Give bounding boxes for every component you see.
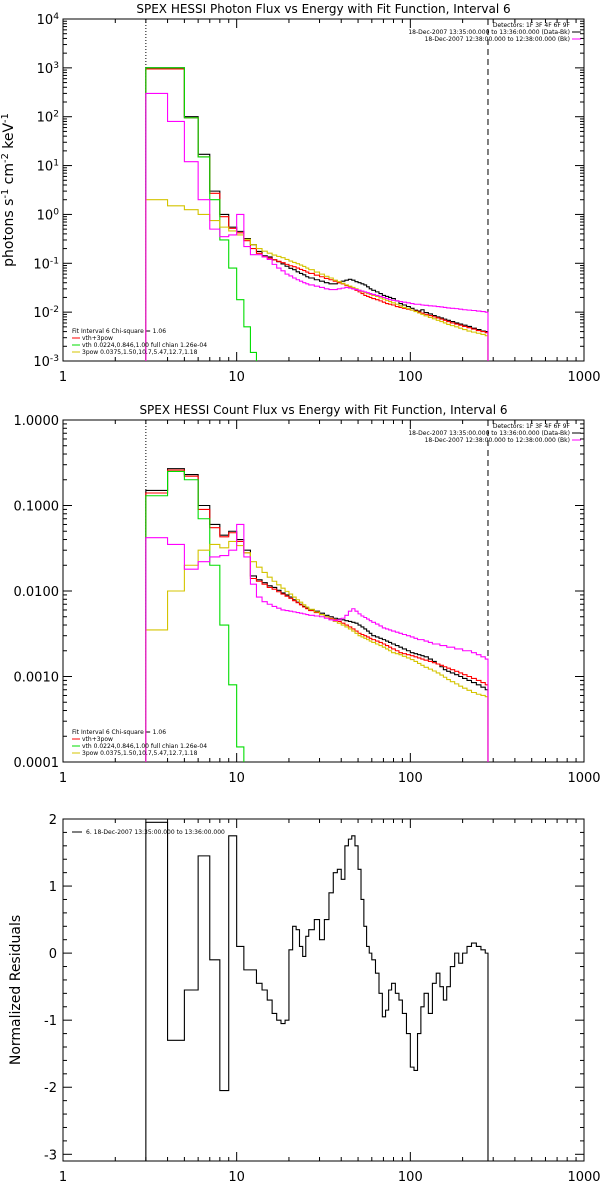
- text-part: 10: [37, 208, 54, 223]
- text-part: 10: [37, 160, 54, 175]
- y-tick-label: 104: [37, 12, 60, 28]
- y-tick-label: 2: [49, 813, 57, 828]
- superscript: -3: [50, 354, 59, 364]
- y-tick-label: 0.1000: [14, 500, 60, 515]
- series-line-1: [145, 821, 489, 1161]
- y-tick-label: -3: [44, 1148, 57, 1163]
- series-line-4: [145, 540, 489, 762]
- series-line-5: [145, 92, 489, 361]
- series-line-3: [145, 470, 245, 762]
- text-part: 0.0010: [14, 671, 60, 686]
- x-tick-label: 1: [59, 1170, 67, 1185]
- chart-panel-1: SPEX HESSI Photon Flux vs Energy with Fi…: [0, 2, 600, 385]
- x-tick-label: 100: [398, 771, 423, 786]
- y-tick-label: 1.0000: [14, 414, 60, 429]
- text-part: 10: [33, 257, 50, 272]
- legend-left-item: Fit Interval 6 Chi-square = 1.06: [72, 729, 166, 736]
- series-group: [145, 67, 489, 361]
- text-part: 10: [37, 13, 54, 28]
- text-part: 0.0001: [14, 756, 60, 771]
- x-tick-label: 1000: [567, 370, 600, 385]
- chart-panel-3: 1 10 100 1000 -3 -2 -1 0 1 2 Normalized Residuals 6…: [8, 813, 600, 1185]
- y-tick-label: 102: [37, 110, 59, 126]
- y-tick-label: 10-1: [33, 256, 59, 272]
- superscript: 4: [53, 12, 59, 22]
- series-group: [145, 821, 489, 1161]
- y-tick-label: 101: [37, 159, 59, 175]
- superscript: 3: [53, 61, 59, 71]
- legend-left-item: vth 0.0224,0.846,1.00 full chian 1.26e-0…: [82, 743, 207, 750]
- x-tick-label: 100: [398, 370, 423, 385]
- superscript: -2: [0, 153, 11, 163]
- y-tick-label: 0.0001: [14, 756, 60, 771]
- legend-left-item: 3pow 0.0375,1.50,10.7,5.47,12.7,1.18: [82, 349, 198, 356]
- x-tick-label: 10: [228, 370, 245, 385]
- legend-right-item: 18-Dec-2007 12:38:00.000 to 12:38:00.000…: [425, 437, 570, 444]
- superscript: -1: [50, 256, 59, 266]
- legend-right-item: Detectors: 1F 3F 4F 6F 9F: [493, 423, 571, 430]
- y-tick-label: 10-3: [33, 354, 59, 370]
- text-part: 0.1000: [14, 500, 60, 515]
- plot-frame: [62, 419, 585, 763]
- series-line-2: [145, 68, 489, 361]
- series-line-1: [145, 67, 489, 361]
- y-axis-label: Normalized Residuals: [8, 915, 24, 1065]
- y-tick-label: -2: [44, 1081, 57, 1096]
- plot-frame: [62, 18, 585, 362]
- series-line-3: [145, 67, 258, 361]
- x-tick-label: 100: [398, 1170, 423, 1185]
- y-tick-label: 10-2: [33, 305, 59, 321]
- legend-right-item: 18-Dec-2007 13:35:00.000 to 13:36:00.000…: [408, 430, 570, 437]
- y-tick-label: 1: [49, 880, 57, 895]
- superscript: -1: [0, 113, 11, 123]
- legend-left-item: 3pow 0.0375,1.50,10.7,5.47,12.7,1.18: [82, 750, 198, 757]
- legend-right-item: 18-Dec-2007 13:35:00.000 to 13:36:00.000…: [408, 29, 570, 36]
- x-tick-label: 1000: [567, 771, 600, 786]
- text-part: keV: [1, 123, 17, 154]
- text-part: photons s: [1, 199, 17, 267]
- x-tick-label: 10: [228, 1170, 245, 1185]
- y-tick-label: 0.0010: [14, 671, 60, 686]
- legend-left-item: vth+3pow: [82, 335, 113, 342]
- y-tick-label: 103: [37, 61, 60, 77]
- y-tick-label: 0: [49, 947, 57, 962]
- text-part: 10: [33, 306, 50, 321]
- text-part: cm: [1, 163, 17, 189]
- plot-frame: [62, 818, 585, 1162]
- superscript: -1: [0, 189, 11, 199]
- text-part: 1.0000: [14, 414, 60, 429]
- chart-title: SPEX HESSI Count Flux vs Energy with Fit…: [139, 403, 507, 417]
- superscript: 0: [53, 207, 59, 217]
- chart-title: SPEX HESSI Photon Flux vs Energy with Fi…: [136, 2, 510, 16]
- x-tick-label: 1: [59, 771, 67, 786]
- legend-left-item: 6. 18-Dec-2007 13:35:00.000 to 13:36:00.…: [86, 829, 225, 836]
- y-axis-label: photons s-1 cm-2 keV-1: [0, 113, 17, 267]
- superscript: 2: [53, 110, 59, 120]
- y-tick-label: -1: [44, 1014, 57, 1029]
- chart-panel-2: SPEX HESSI Count Flux vs Energy with Fit…: [14, 403, 600, 786]
- text-part: 10: [37, 111, 54, 126]
- series-line-2: [145, 469, 489, 762]
- x-tick-label: 10: [228, 771, 245, 786]
- series-line-5: [145, 523, 489, 762]
- legend-left-item: Fit Interval 6 Chi-square = 1.06: [72, 328, 166, 335]
- legend-right-item: 18-Dec-2007 12:38:00.000 to 12:38:00.000…: [425, 36, 570, 43]
- superscript: -2: [50, 305, 59, 315]
- legend-left-item: vth+3pow: [82, 736, 113, 743]
- legend-right-item: Detectors: 1F 3F 4F 6F 9F: [493, 22, 571, 29]
- series-group: [145, 468, 489, 762]
- series-line-1: [145, 468, 489, 762]
- text-part: 10: [33, 355, 50, 370]
- y-tick-label: 0.0100: [14, 585, 60, 600]
- text-part: Normalized Residuals: [8, 915, 24, 1065]
- text-part: 10: [37, 62, 54, 77]
- y-tick-label: 100: [37, 207, 60, 223]
- legend-left-item: vth 0.0224,0.846,1.00 full chian 1.26e-0…: [82, 342, 207, 349]
- text-part: 0.0100: [14, 585, 60, 600]
- x-tick-label: 1000: [567, 1170, 600, 1185]
- superscript: 1: [53, 159, 59, 169]
- x-tick-label: 1: [59, 370, 67, 385]
